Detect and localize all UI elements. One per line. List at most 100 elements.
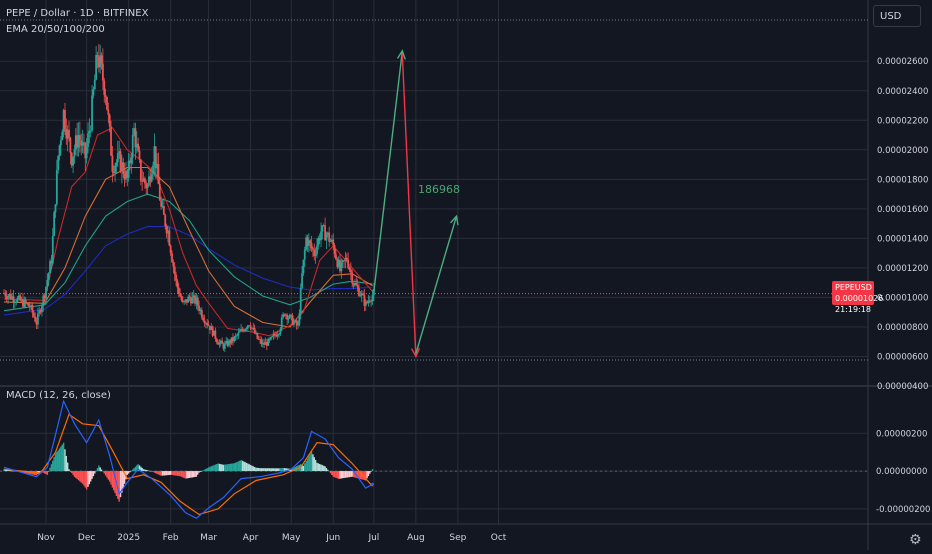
candle-body <box>241 329 244 331</box>
macd-histogram-bar <box>58 448 61 472</box>
macd-histogram-bar <box>64 449 66 472</box>
candle-body <box>204 322 207 324</box>
macd-histogram-bar <box>62 442 65 472</box>
candle-body <box>272 334 275 337</box>
macd-histogram-bar <box>144 469 146 472</box>
candle-body <box>218 342 221 345</box>
macd-histogram-bar <box>136 465 138 472</box>
candle-body <box>47 273 50 280</box>
macd-histogram-bar <box>80 471 82 483</box>
candle-body <box>282 314 284 318</box>
candle-body <box>30 305 32 308</box>
macd-histogram-bar <box>95 470 97 472</box>
candle-body <box>348 267 351 270</box>
macd-histogram-bar <box>366 471 368 479</box>
macd-histogram-bar <box>318 463 321 472</box>
candle-body <box>234 335 237 337</box>
candle-body <box>51 236 54 264</box>
macd-histogram-bar <box>312 454 314 472</box>
symbol-legend[interactable]: PEPE / Dollar · 1D · BITFINEX <box>6 8 149 19</box>
candle-body <box>260 339 263 345</box>
macd-histogram-bar <box>119 471 122 498</box>
candle-body <box>110 126 112 156</box>
macd-legend[interactable]: MACD (12, 26, close) <box>6 390 111 401</box>
price-tag-symbol: PEPEUSD <box>835 283 872 292</box>
macd-histogram-bar <box>360 471 363 480</box>
axes: 0.00000400 0.00000600 0.00000800 0.00001000… <box>37 57 930 543</box>
candle-body <box>177 287 180 295</box>
macd-histogram-bar <box>194 471 196 477</box>
macd-histogram-bar <box>102 471 104 472</box>
candle-body <box>251 327 253 329</box>
ema-legend[interactable]: EMA 20/50/100/200 <box>6 24 105 35</box>
candle-body <box>283 314 286 316</box>
macd-histogram-bar <box>156 471 158 474</box>
candle-body <box>167 230 169 234</box>
candle-body <box>26 303 28 304</box>
macd-histogram-bar <box>169 471 172 475</box>
macd-histogram-bar <box>346 471 348 478</box>
macd-histogram-bar <box>337 471 340 479</box>
candle-body <box>162 206 165 215</box>
macd-histogram-bar <box>220 464 222 472</box>
candle-body <box>145 183 148 189</box>
candle-body <box>372 288 375 296</box>
candle-body <box>89 130 92 132</box>
macd-histogram-bar <box>343 471 345 479</box>
macd-histogram-bar <box>180 471 183 477</box>
macd-histogram-bar <box>201 471 203 472</box>
macd-histogram-bar <box>14 471 16 472</box>
macd-histogram-bar <box>31 471 34 475</box>
candle-body <box>339 260 341 272</box>
candle-body <box>206 322 209 326</box>
candle-body <box>81 142 84 146</box>
candle-body <box>195 297 198 304</box>
macd-histogram-bar <box>111 471 114 488</box>
candle-body <box>92 89 95 96</box>
macd-histogram-bar <box>171 471 173 476</box>
candle-body <box>104 95 107 97</box>
macd-histogram-bar <box>91 471 93 479</box>
price-tick-label: 0.00001400 <box>877 234 928 244</box>
candle-body <box>370 301 373 302</box>
macd-histogram-bar <box>260 468 263 472</box>
currency-button[interactable]: USD <box>873 5 921 27</box>
candle-body <box>203 320 206 324</box>
macd-histogram-bar <box>149 470 152 472</box>
macd-histogram-bar <box>253 467 256 472</box>
macd-histogram-bar <box>49 467 51 472</box>
candle-body <box>137 143 140 151</box>
macd-histogram-bar <box>237 461 240 472</box>
macd-histogram-bar <box>146 470 149 472</box>
candle-body <box>332 239 335 246</box>
candle-body <box>112 171 115 173</box>
candle-body <box>175 274 177 281</box>
macd-histogram-bar <box>310 451 313 472</box>
candle-body <box>108 114 111 127</box>
macd-histogram-bar <box>73 471 76 477</box>
macd-histogram-bar <box>121 471 123 493</box>
candle-body <box>280 317 283 329</box>
candle-body <box>123 174 126 180</box>
macd-histogram-bar <box>126 471 128 475</box>
macd-histogram-bar <box>142 469 145 472</box>
macd-histogram-bar <box>264 468 267 472</box>
macd-histogram-bar <box>335 471 337 478</box>
macd-histogram-bar <box>30 471 32 475</box>
price-tick-label: 0.00002000 <box>877 146 928 156</box>
macd-histogram-bar <box>94 471 96 474</box>
candle-body <box>78 135 81 141</box>
macd-histogram-bar <box>178 471 180 477</box>
macd-histogram-bar <box>327 469 329 472</box>
candle-body <box>20 299 23 301</box>
candle-body <box>31 305 34 313</box>
macd-histogram-bar <box>317 463 320 472</box>
gear-icon[interactable]: ⚙ <box>909 532 922 548</box>
macd-histogram-bar <box>249 464 252 472</box>
macd-histogram-bar <box>190 471 192 478</box>
candle-body <box>180 296 183 301</box>
candle-body <box>238 331 241 333</box>
macd-histogram-bar <box>79 471 81 482</box>
